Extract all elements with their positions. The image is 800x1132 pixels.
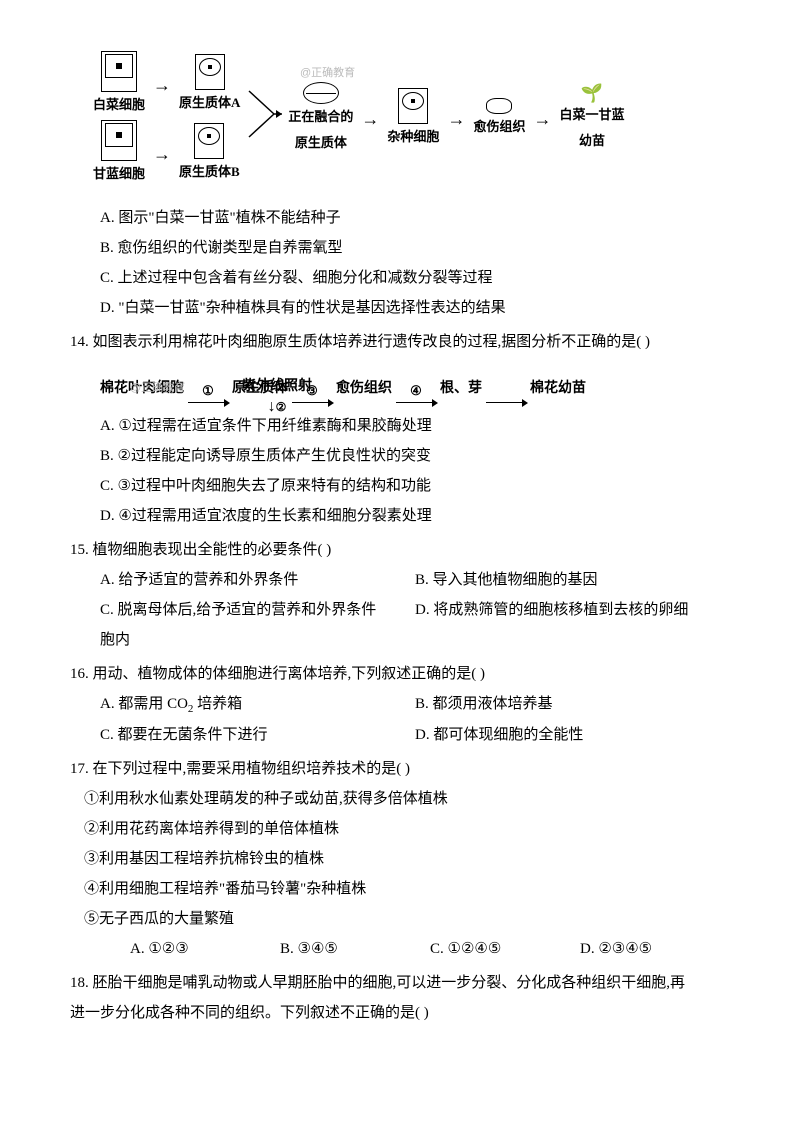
label-cabbage-cell: 白菜细胞 [93,92,145,118]
label-mustard-cell: 甘蓝细胞 [93,161,145,187]
option-14a: A. ①过程需在适宜条件下用纤维素酶和果胶酶处理 [100,411,730,441]
option-13c: C. 上述过程中包含着有丝分裂、细胞分化和减数分裂等过程 [100,263,730,293]
label-seedling1: 白菜一甘蓝 [559,102,624,128]
label-protoplast-b: 原生质体B [179,159,240,185]
option-14b: B. ②过程能定向诱导原生质体产生优良性状的突变 [100,441,730,471]
d2-seedling: 棉花幼苗 [530,375,586,403]
option-17a: A. ①②③ [130,934,280,964]
watermark: @正确教育 [300,62,355,84]
label-protoplast-a: 原生质体A [179,90,240,116]
option-16d: D. 都可体现细胞的全能性 [415,720,730,750]
q17-item5: ⑤无子西瓜的大量繁殖 [84,904,730,934]
option-15d: D. 将成熟筛管的细胞核移植到去核的卵细 [415,595,730,625]
question-14-stem: 14. 如图表示利用棉花叶肉细胞原生质体培养进行遗传改良的过程,据图分析不正确的… [70,327,730,357]
option-13b: B. 愈伤组织的代谢类型是自养需氧型 [100,233,730,263]
plant-icon: 🌱 [581,84,603,102]
label-seedling2: 幼苗 [579,128,605,154]
option-13a: A. 图示"白菜一甘蓝"植株不能结种子 [100,203,730,233]
question-18-stem2: 进一步分化成各种不同的组织。下列叙述不正确的是( ) [70,998,730,1028]
option-15c: C. 脱离母体后,给予适宜的营养和外界条件 [100,595,415,625]
diagram-cotton-process: @正确教育 紫外线照射 ↓② 棉花叶肉细胞 ① 原生质体 ③ 愈伤组织 ④ 根、… [100,375,730,403]
option-15a: A. 给予适宜的营养和外界条件 [100,565,415,595]
question-15-stem: 15. 植物细胞表现出全能性的必要条件( ) [70,535,730,565]
label-fusing2: 原生质体 [295,130,347,156]
option-16b: B. 都须用液体培养基 [415,689,730,720]
down-arrow-icon: ↓② [268,401,287,414]
option-15d2: 胞内 [100,625,730,655]
label-fusing: 正在融合的 [288,104,353,130]
option-16a: A. 都需用 CO2 培养箱 [100,689,415,720]
question-18-stem1: 18. 胚胎干细胞是哺乳动物或人早期胚胎中的细胞,可以进一步分裂、分化成各种组织… [70,968,730,998]
option-13d: D. "白菜一甘蓝"杂种植株具有的性状是基因选择性表达的结果 [100,293,730,323]
q17-item1: ①利用秋水仙素处理萌发的种子或幼苗,获得多倍体植株 [84,784,730,814]
option-16c: C. 都要在无菌条件下进行 [100,720,415,750]
question-17-stem: 17. 在下列过程中,需要采用植物组织培养技术的是( ) [70,754,730,784]
watermark-2: @正确教育 [130,377,185,399]
option-15b: B. 导入其他植物细胞的基因 [415,565,730,595]
q17-item3: ③利用基因工程培养抗棉铃虫的植株 [84,844,730,874]
label-callus: 愈伤组织 [473,114,525,140]
diagram-cell-fusion: @正确教育 白菜细胞 → 原生质体A [90,50,730,188]
option-14c: C. ③过程中叶肉细胞失去了原来特有的结构和功能 [100,471,730,501]
option-14d: D. ④过程需用适宜浓度的生长素和细胞分裂素处理 [100,501,730,531]
d2-callus: 愈伤组织 [336,375,392,403]
option-17d: D. ②③④⑤ [580,934,730,964]
q17-item4: ④利用细胞工程培养"番茄马铃薯"杂种植株 [84,874,730,904]
option-17c: C. ①②④⑤ [430,934,580,964]
d2-root-shoot: 根、芽 [440,375,482,403]
option-17b: B. ③④⑤ [280,934,430,964]
label-hybrid-cell: 杂种细胞 [387,124,439,150]
question-16-stem: 16. 用动、植物成体的体细胞进行离体培养,下列叙述正确的是( ) [70,659,730,689]
merge-arrow-icon [244,79,284,149]
q17-item2: ②利用花药离体培养得到的单倍体植株 [84,814,730,844]
